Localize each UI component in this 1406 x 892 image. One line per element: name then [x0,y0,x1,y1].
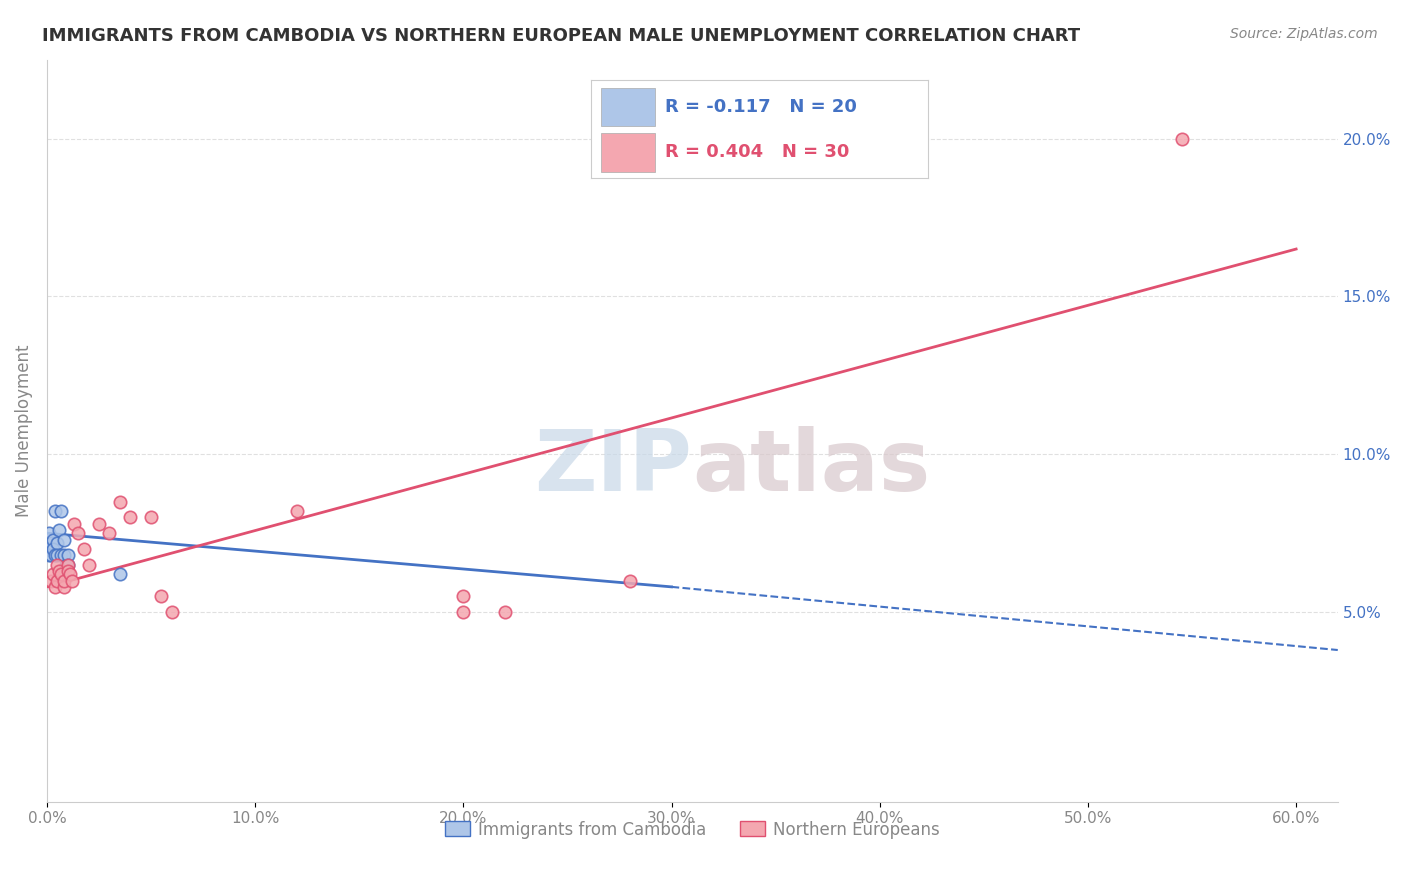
Point [39,535,62,549]
Point [42,567,65,582]
FancyBboxPatch shape [600,133,655,171]
Point [150,590,173,604]
Point [98,526,121,541]
Text: Source: ZipAtlas.com: Source: ZipAtlas.com [1230,27,1378,41]
Point [160,605,183,619]
Point [494,605,516,619]
Point [120,510,142,524]
Point [63,516,86,531]
Point [38,526,60,541]
Point [56,549,79,563]
Point [453,605,475,619]
Point [42,541,65,556]
Point [453,590,475,604]
Point [139,510,162,524]
Point [48,523,70,537]
Point [59,567,82,582]
Point [46,549,69,563]
Point [42,533,65,547]
Point [38,549,60,563]
Text: R = -0.117   N = 20: R = -0.117 N = 20 [665,98,856,116]
Legend: Immigrants from Cambodia, Northern Europeans: Immigrants from Cambodia, Northern Europ… [439,814,946,846]
Point [44,580,66,594]
Point [56,558,79,572]
Text: ZIP: ZIP [534,426,692,509]
Point [55,558,77,572]
Point [73,541,96,556]
Point [87,516,110,531]
Point [52,580,75,594]
Point [67,526,90,541]
Text: IMMIGRANTS FROM CAMBODIA VS NORTHERN EUROPEAN MALE UNEMPLOYMENT CORRELATION CHAR: IMMIGRANTS FROM CAMBODIA VS NORTHERN EUR… [42,27,1080,45]
Point [44,549,66,563]
Point [46,574,69,588]
Point [39,549,62,563]
Point [56,564,79,578]
Point [52,549,75,563]
Point [44,504,66,518]
FancyBboxPatch shape [600,88,655,127]
Point [51,504,73,518]
Point [108,494,131,508]
Point [56,558,79,572]
Point [60,574,83,588]
Point [108,567,131,582]
Text: atlas: atlas [692,426,931,509]
Point [77,558,100,572]
Point [51,567,73,582]
Point [52,574,75,588]
Point [46,535,69,549]
Point [52,533,75,547]
Point [39,574,62,588]
Y-axis label: Male Unemployment: Male Unemployment [15,344,32,516]
Point [38,541,60,556]
Point [285,504,308,518]
Text: R = 0.404   N = 30: R = 0.404 N = 30 [665,143,849,161]
Point [51,549,73,563]
Point [1170,131,1192,145]
Point [46,558,69,572]
Point [619,574,641,588]
Point [48,564,70,578]
